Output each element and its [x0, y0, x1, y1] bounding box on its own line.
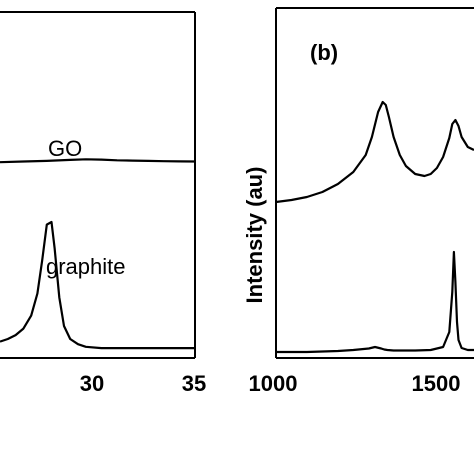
series-go-xrd-line [0, 158, 196, 164]
panel-a: GO graphite 30 35 [0, 11, 206, 396]
series-graphite-raman-line [276, 250, 474, 354]
series-go-raman-line [275, 100, 474, 204]
panel-b: (b) Intensity (au) 1000 1500 [242, 7, 474, 396]
x-tick-label-1500: 1500 [412, 371, 461, 396]
x-tick-label-1000: 1000 [249, 371, 298, 396]
annotation-go: GO [48, 136, 82, 161]
x-tick-label-30: 30 [80, 371, 104, 396]
series-graphite-xrd-line [0, 220, 195, 350]
panel-b-label: (b) [310, 40, 338, 65]
annotation-graphite: graphite [46, 254, 126, 279]
x-tick-label-35: 35 [182, 371, 206, 396]
y-axis-title: Intensity (au) [242, 167, 267, 304]
